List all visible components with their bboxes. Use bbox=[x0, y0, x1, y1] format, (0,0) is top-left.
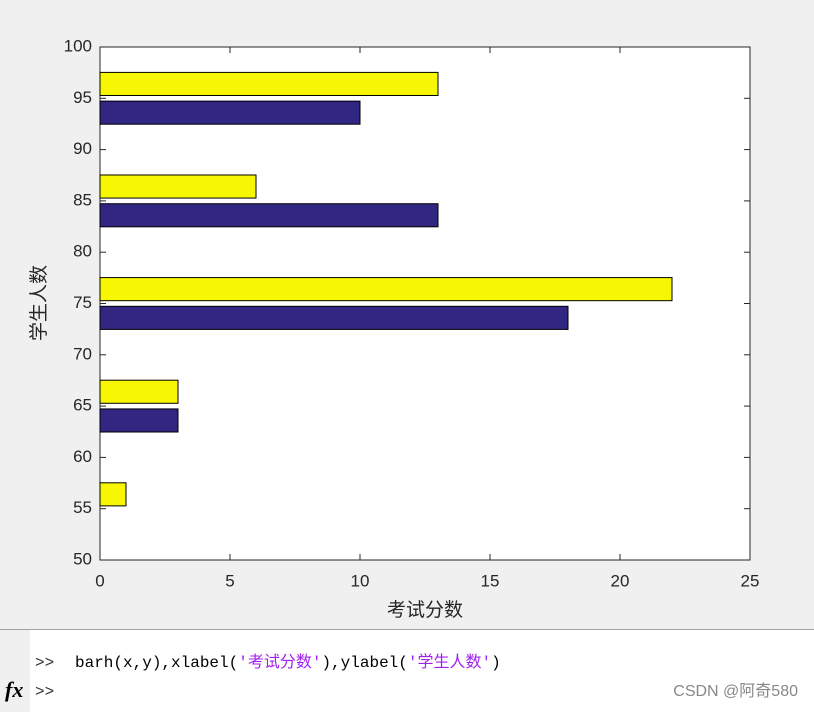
code: ),ylabel( bbox=[321, 654, 407, 672]
y-tick-label: 75 bbox=[73, 293, 92, 312]
watermark: CSDN @阿奇580 bbox=[673, 682, 798, 700]
bar bbox=[99, 305, 569, 330]
y-tick-label: 60 bbox=[73, 447, 92, 466]
x-tick-label: 10 bbox=[351, 571, 370, 590]
y-tick-label: 90 bbox=[73, 139, 92, 158]
x-axis-label: 考试分数 bbox=[387, 599, 463, 621]
x-tick-label: 15 bbox=[481, 571, 500, 590]
y-tick-label: 85 bbox=[73, 190, 92, 209]
bar bbox=[99, 277, 673, 302]
prompt: >> bbox=[35, 654, 54, 672]
y-tick-label: 100 bbox=[64, 36, 92, 55]
y-axis-label: 学生人数 bbox=[28, 265, 50, 341]
y-tick-label: 55 bbox=[73, 498, 92, 517]
y-tick-label: 50 bbox=[73, 549, 92, 568]
x-tick-label: 20 bbox=[611, 571, 630, 590]
bar bbox=[99, 379, 179, 404]
command-gutter bbox=[0, 630, 30, 712]
bar bbox=[99, 203, 439, 228]
y-tick-label: 95 bbox=[73, 88, 92, 107]
bar bbox=[99, 100, 361, 125]
x-tick-label: 0 bbox=[95, 571, 104, 590]
y-tick-label: 65 bbox=[73, 396, 92, 415]
code: barh(x,y),xlabel( bbox=[75, 654, 238, 672]
axes-box bbox=[99, 46, 751, 561]
command-text: barh(x,y),xlabel('考试分数'),ylabel('学生人数') bbox=[75, 653, 501, 672]
string-literal: '考试分数' bbox=[238, 653, 321, 672]
fx-button[interactable]: fx bbox=[5, 677, 23, 702]
bar bbox=[99, 174, 257, 199]
y-tick-label: 80 bbox=[73, 242, 92, 261]
prompt[interactable]: >> bbox=[35, 683, 54, 701]
plot-area: 0 5 10 15 20 25 50 55 60 65 70 75 80 85 90 95 100 bbox=[64, 36, 760, 590]
bar bbox=[99, 71, 439, 96]
string-literal: '学生人数' bbox=[408, 653, 491, 672]
code: ) bbox=[491, 654, 501, 672]
bar bbox=[99, 482, 127, 507]
command-window bbox=[0, 629, 814, 712]
bar bbox=[99, 408, 179, 433]
x-tick-label: 5 bbox=[225, 571, 234, 590]
x-tick-label: 25 bbox=[741, 571, 760, 590]
y-tick-label: 70 bbox=[73, 344, 92, 363]
